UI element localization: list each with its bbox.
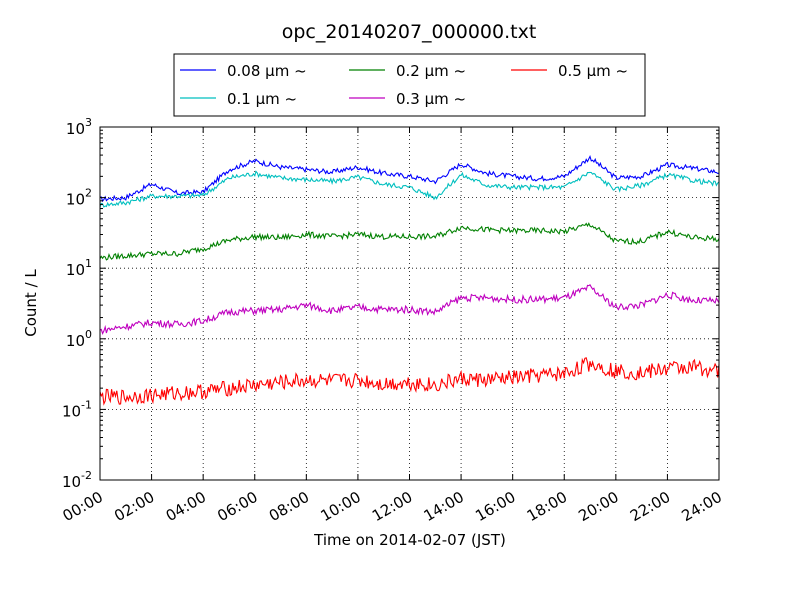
x-tick-label: 02:00 <box>111 488 157 525</box>
x-tick-label: 20:00 <box>575 488 621 525</box>
legend-label: 0.3 μm ~ <box>396 90 466 108</box>
series-lines <box>99 155 720 406</box>
series-line-1 <box>99 170 720 208</box>
legend-label: 0.5 μm ~ <box>558 62 628 80</box>
y-tick-label: 103 <box>66 116 92 138</box>
x-tick-label: 08:00 <box>266 488 312 525</box>
series-line-0 <box>99 155 720 203</box>
y-axis-label: Count / L <box>22 269 40 337</box>
y-tick-label: 100 <box>66 328 92 350</box>
y-tick-label: 10-2 <box>62 469 92 491</box>
legend-frame <box>173 53 646 117</box>
x-tick-label: 16:00 <box>472 488 518 525</box>
y-tick-label: 102 <box>66 187 92 209</box>
x-tick-label: 06:00 <box>214 488 260 525</box>
series-line-2 <box>99 222 720 261</box>
y-tick-labels: 10-2 10-1 100 101 102 103 <box>62 116 92 491</box>
legend-label: 0.1 μm ~ <box>227 90 297 108</box>
x-tick-label: 12:00 <box>369 488 415 525</box>
x-tick-label: 18:00 <box>524 488 570 525</box>
legend: 0.08 μm ~ 0.1 μm ~ 0.2 μm ~ 0.3 μm ~ 0.5 μm … <box>173 53 646 117</box>
grid-lines <box>100 127 719 480</box>
x-tick-label: 24:00 <box>679 488 725 525</box>
x-tick-label: 00:00 <box>60 488 106 525</box>
series-line-4 <box>99 357 720 406</box>
legend-label: 0.08 μm ~ <box>227 62 307 80</box>
x-tick-label: 10:00 <box>317 488 363 525</box>
y-tick-label: 101 <box>66 257 92 279</box>
axis-ticks <box>99 126 720 481</box>
chart-title: opc_20140207_000000.txt <box>282 21 537 43</box>
series-line-3 <box>99 283 720 335</box>
x-tick-label: 22:00 <box>627 488 673 525</box>
x-tick-label: 14:00 <box>421 488 467 525</box>
legend-label: 0.2 μm ~ <box>396 62 466 80</box>
x-axis-label: Time on 2014-02-07 (JST) <box>313 531 506 549</box>
x-tick-label: 04:00 <box>163 488 209 525</box>
x-tick-labels: 00:00 02:00 04:00 06:00 08:00 10:00 12:00 14:00… <box>60 488 725 525</box>
y-tick-label: 10-1 <box>62 398 92 420</box>
